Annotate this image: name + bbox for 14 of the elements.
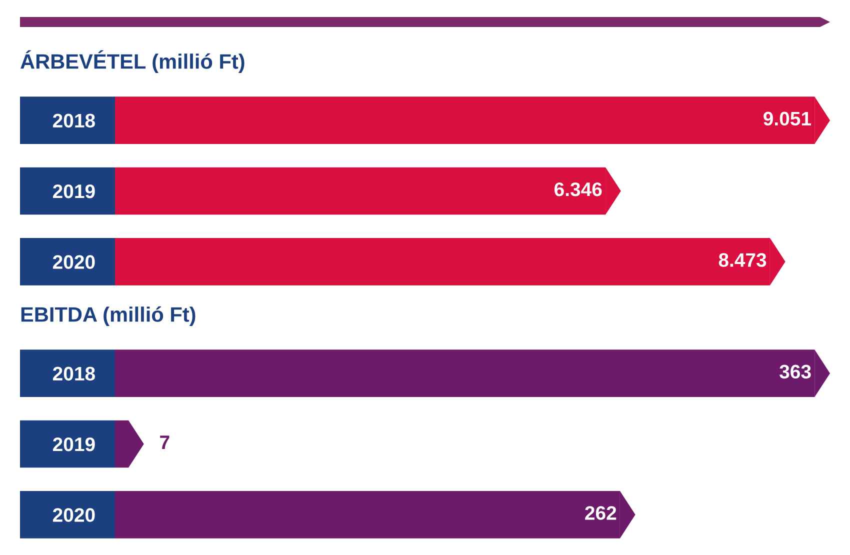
y-tick-label: 2020 [52,255,95,269]
data-label: 262 [585,506,616,520]
chart-title: EBITDA (millió Ft) [21,306,196,326]
data-label: 363 [780,364,811,379]
y-tick-label: 2018 [52,114,95,128]
y-tick-label: 2019 [52,437,95,452]
data-label: 6.346 [554,182,602,196]
y-tick-label: 2018 [52,366,95,381]
y-tick-label: 2019 [52,184,95,198]
data-label: 9.051 [764,112,811,126]
chart-title: ÁRBEVÉTEL (millió Ft) [20,50,244,73]
data-label: 7 [160,436,170,450]
data-label: 8.473 [718,253,766,267]
y-tick-label: 2020 [52,508,95,522]
